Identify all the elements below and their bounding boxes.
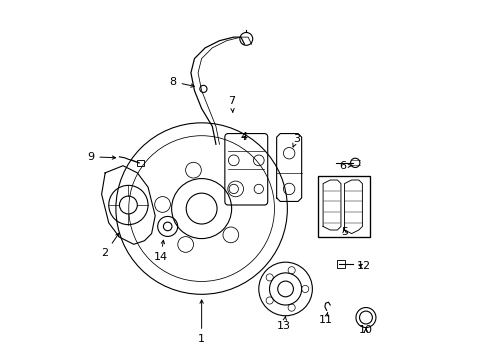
Text: 13: 13: [276, 316, 290, 332]
Text: 9: 9: [87, 152, 115, 162]
Text: 2: 2: [102, 233, 119, 258]
Text: 4: 4: [241, 132, 247, 142]
Text: 5: 5: [340, 227, 347, 237]
Text: 3: 3: [292, 134, 299, 147]
Text: 1: 1: [198, 300, 204, 344]
Text: 6: 6: [339, 161, 351, 171]
Text: 11: 11: [318, 312, 332, 325]
Text: 14: 14: [153, 240, 167, 262]
Text: 10: 10: [358, 325, 372, 335]
Text: 8: 8: [169, 77, 194, 87]
Text: 12: 12: [356, 261, 370, 271]
Bar: [137, 160, 144, 166]
Text: 7: 7: [228, 96, 235, 112]
